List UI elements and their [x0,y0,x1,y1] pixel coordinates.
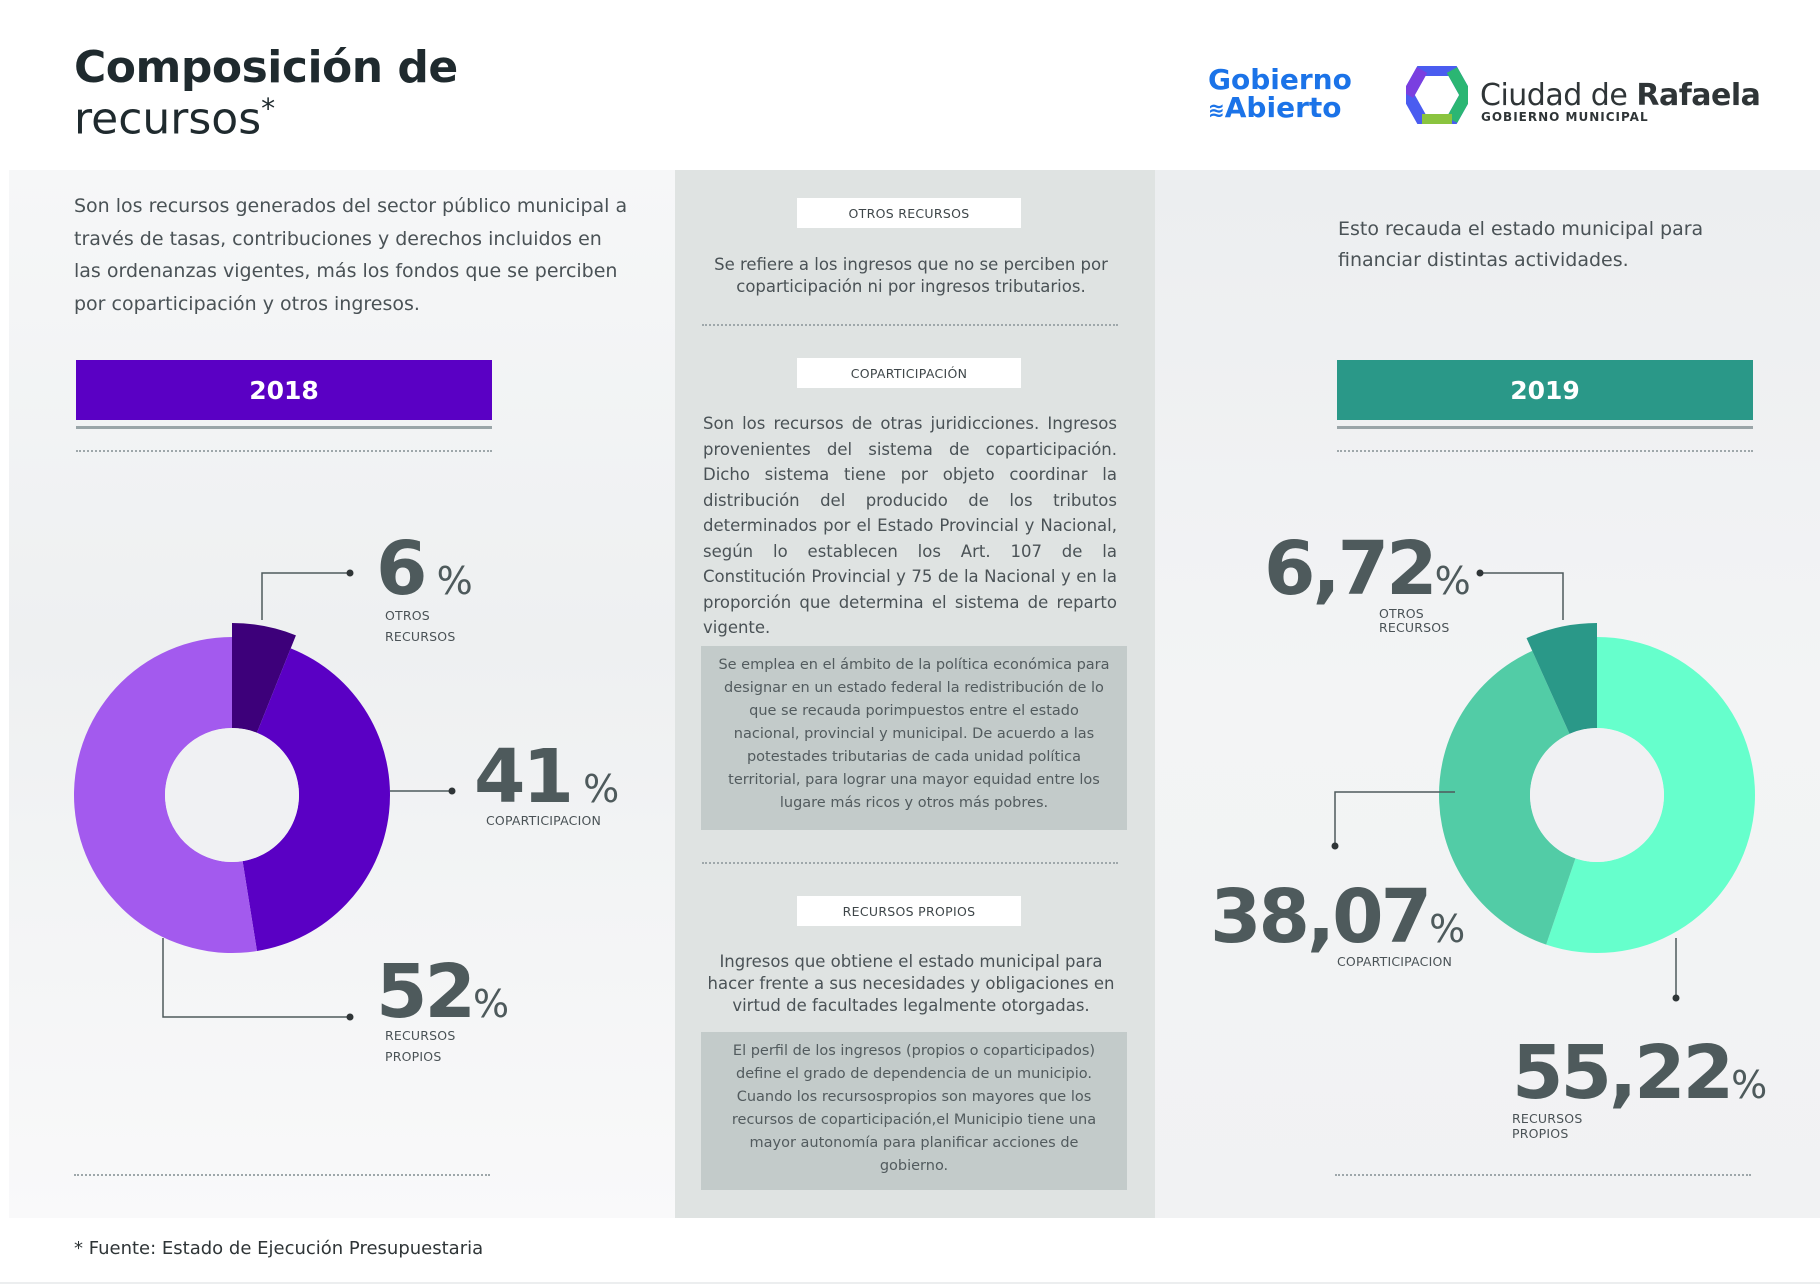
divider [702,862,1118,864]
percent-sign: % [570,767,620,811]
label-2018-otros: 6 % [376,532,473,606]
label-2019-propios: 55,22% [1512,1036,1767,1110]
value-2019-propios: 55,22 [1512,1030,1734,1116]
caption-2018-copart: COPARTICIPACION [486,813,602,828]
right-intro-text: Esto recauda el estado municipal para fi… [1338,218,1704,271]
coparticipacion-text: Son los recursos de otras juridicciones.… [703,414,1117,637]
percent-sign: % [1434,559,1471,603]
percent-sign: % [472,982,510,1026]
divider [702,324,1118,326]
rafaela-logo-subtitle: GOBIERNO MUNICIPAL [1481,110,1649,124]
slice-2019-propios [1546,637,1756,953]
tag-otros-recursos: OTROS RECURSOS [797,198,1021,228]
label-2018-copart: 41 % [474,740,619,814]
slice-2018-propios [73,637,257,954]
leader-2019-copart-dot [1331,842,1339,850]
year-2019-underline [1337,426,1753,429]
percent-sign: % [424,559,473,603]
leader-2019-otros-dot [1476,569,1484,577]
value-2018-otros: 6 [376,526,427,612]
divider [1335,1174,1751,1176]
divider [76,450,492,452]
left-intro-text: Son los recursos generados del sector pú… [74,195,628,315]
source-footnote: * Fuente: Estado de Ejecución Presupuest… [74,1238,484,1259]
value-2019-copart: 38,07 [1210,874,1432,960]
label-2019-otros: 6,72% [1264,532,1471,606]
waves-icon: ≋ [1208,98,1225,122]
coparticipacion-box: Se emplea en el ámbito de la política ec… [701,646,1127,830]
page-title: Composición de [74,42,458,93]
caption-2019-propios: RECURSOS PROPIOS [1512,1111,1583,1141]
label-2018-propios: 52% [376,955,509,1029]
leader-2018-propios [162,938,350,1018]
otros-recursos-text: Se refiere a los ingresos que no se perc… [714,255,1108,296]
leader-2019-copart [1334,791,1455,846]
leader-2018-propios-dot [346,1013,354,1021]
value-2018-propios: 52 [376,949,476,1035]
leader-2019-propios-dot [1672,994,1680,1002]
leader-2019-otros [1480,572,1564,620]
year-2018-underline [76,426,492,429]
logo-line2: ≋Abierto [1208,91,1342,124]
slice-2018-copart [242,648,390,952]
leader-2018-copart-dot [448,787,456,795]
caption-2019-copart: COPARTICIPACION [1337,954,1453,969]
leader-2018-otros [261,572,350,620]
logo-line1: Gobierno [1208,63,1352,96]
slice-2019-otros [1526,623,1597,734]
tag-recursos-propios: RECURSOS PROPIOS [797,896,1021,926]
recursos-propios-text: Ingresos que obtiene el estado municipal… [707,952,1115,1015]
percent-sign: % [1429,907,1466,951]
rafaela-hexagon-icon [1406,66,1468,124]
slice-2018-otros [232,623,296,733]
label-2019-copart: 38,07% [1210,880,1465,954]
value-2019-otros: 6,72 [1264,526,1438,612]
divider [74,1174,490,1176]
rafaela-logo-text[interactable]: Ciudad de Rafaela [1480,78,1761,113]
tag-coparticipacion: COPARTICIPACIÓN [797,358,1021,388]
donut-hole [1530,728,1664,862]
recursos-propios-box: El perfil de los ingresos (propios o cop… [701,1032,1127,1190]
leader-2018-otros-dot [346,569,354,577]
divider [1337,450,1753,452]
caption-2018-otros: OTROS RECURSOS [385,608,456,644]
caption-2019-otros: OTROS RECURSOS [1379,606,1450,635]
bottom-rule [0,1282,1820,1284]
caption-2018-propios: RECURSOS PROPIOS [385,1028,456,1064]
percent-sign: % [1731,1063,1768,1107]
year-2019-header: 2019 [1337,360,1753,420]
year-2018-header: 2018 [76,360,492,420]
donut-hole [165,728,299,862]
slice-2019-copart [1439,650,1576,945]
gobierno-abierto-logo[interactable]: Gobierno ≋Abierto [1208,66,1352,124]
page-subtitle: recursos* [74,92,276,145]
value-2018-copart: 41 [474,734,574,820]
